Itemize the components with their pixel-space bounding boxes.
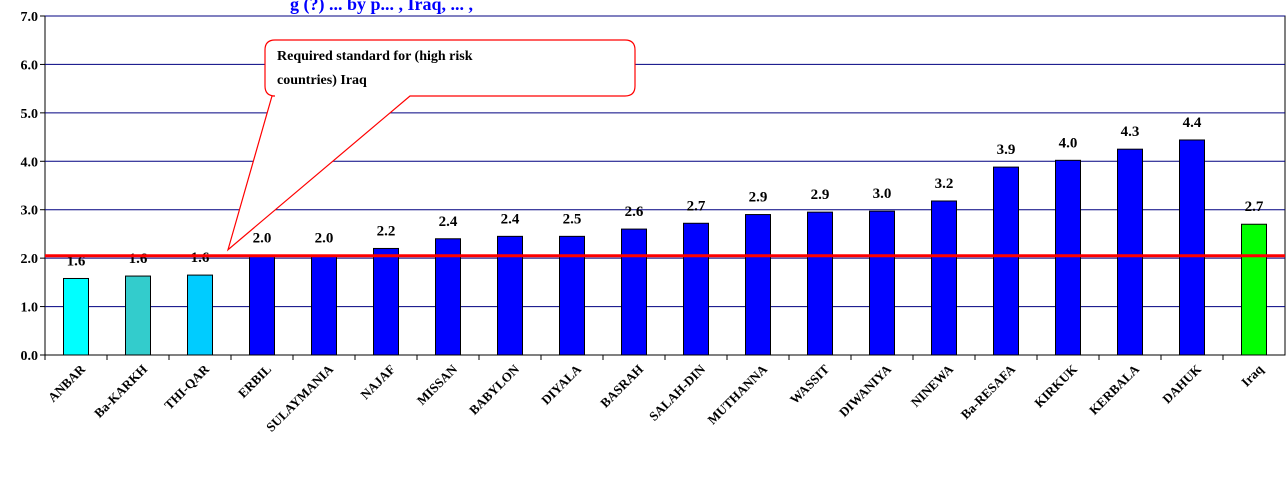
bar: [869, 210, 895, 356]
bar: [125, 275, 151, 356]
bar: [931, 200, 957, 356]
bar: [621, 228, 647, 356]
x-tick-label: BABYLON: [466, 361, 522, 417]
y-tick-label: 4.0: [21, 155, 39, 170]
plot-frame: [44, 15, 1286, 356]
bar: [497, 235, 523, 356]
y-tick-label: 5.0: [21, 107, 39, 122]
bar: [807, 211, 833, 356]
data-label: 4.4: [1183, 115, 1202, 131]
bar: [1055, 159, 1081, 356]
bar: [1179, 139, 1205, 356]
bar: [1241, 223, 1267, 356]
x-tick-label: MISSAN: [414, 361, 461, 408]
bars: [63, 139, 1267, 356]
data-label: 2.9: [811, 187, 830, 203]
callout-shape: [226, 39, 636, 252]
bar: [373, 247, 399, 356]
x-tick-label: Iraq: [1238, 361, 1267, 390]
data-label: 1.6: [191, 250, 210, 266]
x-tick-label: DIWANIYA: [836, 361, 895, 420]
bar: [745, 214, 771, 356]
data-labels: 1.6 1.6 1.6 2.0 2.0 2.2 2.4 2.4 2.5 2.6 2.7 2.9 2.9 3…: [67, 115, 1264, 270]
data-label: 2.4: [439, 214, 458, 230]
data-label: 2.6: [625, 204, 644, 220]
data-label: 3.0: [873, 186, 892, 202]
x-tick-label: SALAH-DIN: [646, 361, 709, 424]
x-tick-label: DAHUK: [1159, 361, 1204, 406]
data-label: 2.2: [377, 223, 396, 239]
x-tick-label: ERBIL: [235, 361, 274, 400]
bar: [1117, 148, 1143, 356]
y-tick-label: 6.0: [21, 58, 39, 73]
data-label: 4.0: [1059, 135, 1078, 151]
callout: Required standard for (high risk countri…: [226, 39, 636, 252]
x-tick-label: WASSIT: [787, 361, 833, 407]
data-label: 2.7: [687, 198, 706, 214]
data-label: 4.3: [1121, 124, 1140, 140]
y-tick-label: 0.0: [21, 349, 39, 364]
x-tick-label: Ba-RESAFA: [958, 361, 1019, 422]
y-axis: 0.0 1.0 2.0 3.0 4.0 5.0 6.0 7.0: [21, 10, 45, 364]
data-label: 2.4: [501, 211, 520, 227]
x-tick-label: NAJAF: [357, 361, 398, 402]
callout-text-line-2: countries) Iraq: [277, 73, 367, 88]
chart-title: g (?) ... by p... , Iraq, ... ,: [290, 0, 473, 15]
data-label: 1.6: [67, 253, 86, 269]
callout-text-line-1: Required standard for (high risk: [277, 49, 473, 64]
bar: [187, 274, 213, 356]
data-label: 2.9: [749, 190, 768, 206]
y-tick-label: 3.0: [21, 204, 39, 219]
x-tick-label: DIYALA: [538, 361, 584, 407]
y-tick-label: 1.0: [21, 301, 39, 316]
data-label: 2.0: [253, 231, 272, 247]
x-tick-label: KIRKUK: [1031, 361, 1081, 411]
x-tick-label: ANBAR: [45, 361, 89, 405]
data-label: 3.9: [997, 142, 1016, 158]
x-tick-label: BASRAH: [597, 362, 646, 411]
x-tick-label: NINEWA: [908, 361, 957, 410]
bar: [993, 166, 1019, 356]
bar: [63, 277, 89, 356]
data-label: 2.5: [563, 211, 582, 227]
bar: [311, 255, 337, 356]
bar: [683, 222, 709, 356]
bar: [249, 255, 275, 356]
y-tick-label: 7.0: [21, 10, 39, 25]
x-tick-label: MUTHANNA: [704, 361, 770, 427]
bar: [435, 238, 461, 356]
x-tick-label: Ba-KARKH: [91, 362, 150, 421]
bar: [559, 235, 585, 356]
data-label: 2.0: [315, 231, 334, 247]
y-tick-label: 2.0: [21, 252, 39, 267]
data-label: 3.2: [935, 176, 954, 192]
x-tick-label: THI-QAR: [161, 361, 212, 412]
gridlines: [44, 15, 1286, 356]
x-tick-label: KERBALA: [1086, 361, 1142, 417]
data-label: 2.7: [1245, 199, 1264, 215]
data-label: 1.6: [129, 251, 148, 267]
